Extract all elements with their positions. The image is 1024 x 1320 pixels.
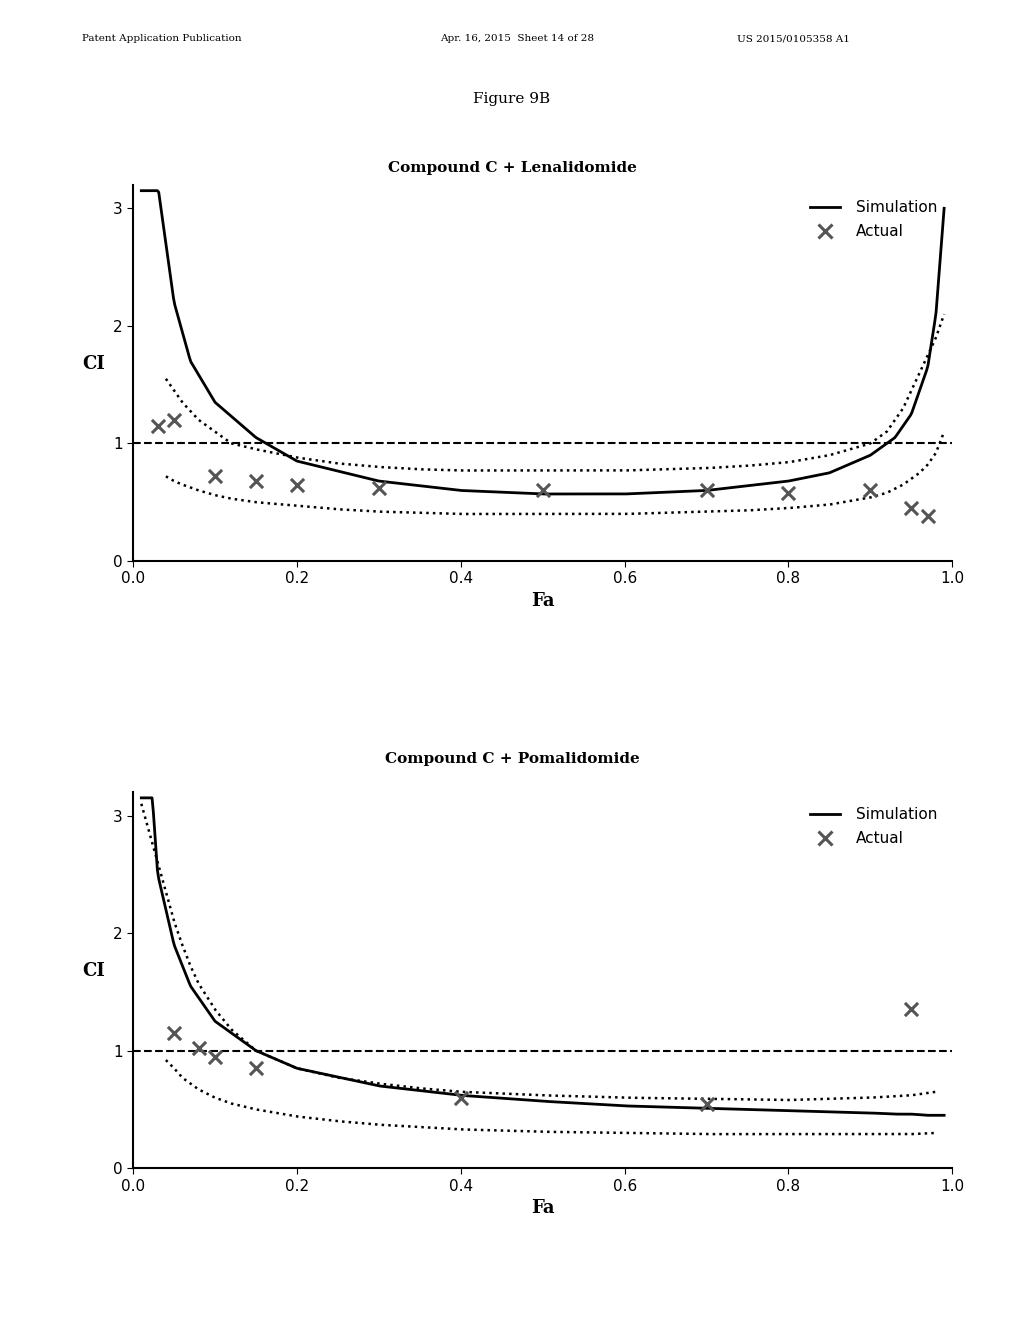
- Point: [248, 470, 264, 491]
- Point: [780, 482, 797, 503]
- Point: [903, 999, 920, 1020]
- Legend: Simulation, Actual: Simulation, Actual: [802, 193, 945, 247]
- X-axis label: Fa: Fa: [531, 591, 554, 610]
- Y-axis label: CI: CI: [82, 962, 104, 979]
- X-axis label: Fa: Fa: [531, 1199, 554, 1217]
- Point: [289, 474, 305, 495]
- Text: Patent Application Publication: Patent Application Publication: [82, 34, 242, 44]
- Point: [150, 416, 166, 437]
- Point: [190, 1038, 207, 1059]
- Point: [371, 478, 387, 499]
- Point: [166, 1023, 182, 1044]
- Point: [248, 1057, 264, 1078]
- Point: [166, 409, 182, 430]
- Y-axis label: CI: CI: [82, 355, 104, 374]
- Point: [698, 480, 715, 502]
- Point: [453, 1088, 469, 1109]
- Text: Figure 9B: Figure 9B: [473, 92, 551, 107]
- Point: [903, 498, 920, 519]
- Text: Compound C + Lenalidomide: Compound C + Lenalidomide: [387, 161, 637, 176]
- Text: US 2015/0105358 A1: US 2015/0105358 A1: [737, 34, 850, 44]
- Point: [207, 466, 223, 487]
- Legend: Simulation, Actual: Simulation, Actual: [802, 800, 945, 854]
- Text: Apr. 16, 2015  Sheet 14 of 28: Apr. 16, 2015 Sheet 14 of 28: [440, 34, 594, 44]
- Point: [698, 1093, 715, 1114]
- Text: Compound C + Pomalidomide: Compound C + Pomalidomide: [385, 752, 639, 767]
- Point: [920, 506, 936, 527]
- Point: [207, 1045, 223, 1067]
- Point: [535, 480, 551, 502]
- Point: [862, 480, 879, 502]
